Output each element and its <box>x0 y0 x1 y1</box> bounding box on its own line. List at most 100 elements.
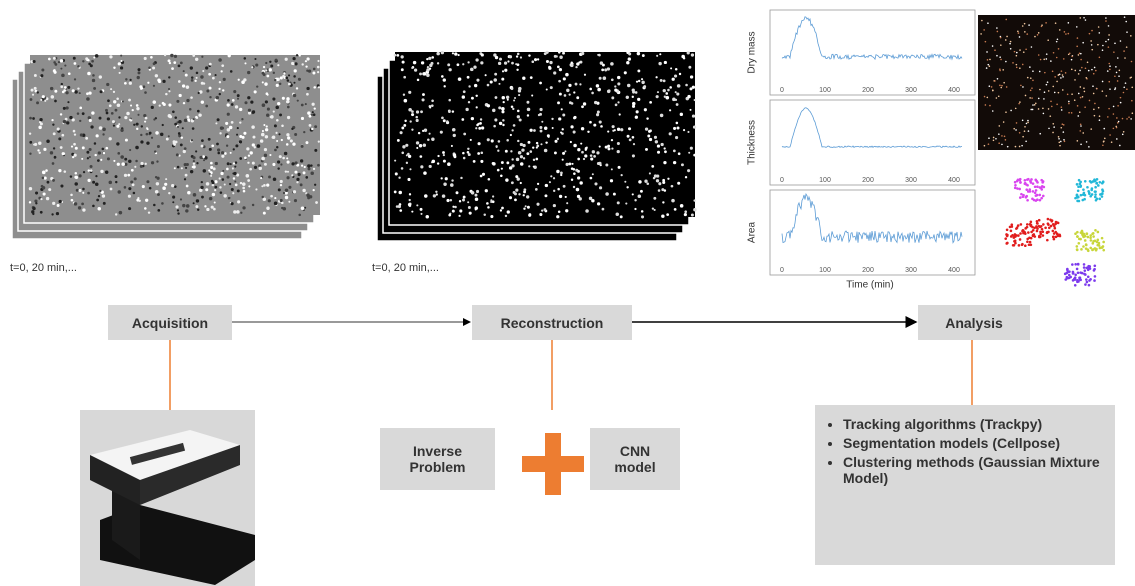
particle <box>986 59 989 61</box>
particle <box>148 66 151 69</box>
cluster-point <box>1022 193 1025 197</box>
x-tick-label: 400 <box>948 87 960 94</box>
x-tick-label: 300 <box>905 87 917 94</box>
particle <box>415 110 420 114</box>
particle <box>244 62 247 65</box>
particle <box>1025 140 1027 143</box>
particle <box>92 180 96 184</box>
particle <box>466 75 470 79</box>
particle <box>1082 41 1084 44</box>
particle <box>651 207 655 210</box>
cluster-point <box>1022 229 1025 232</box>
particle <box>457 53 460 57</box>
particle <box>144 120 147 123</box>
particle <box>447 109 451 113</box>
particle <box>105 108 108 112</box>
particle <box>998 142 1000 145</box>
particle <box>265 125 268 128</box>
particle <box>579 83 582 86</box>
particle <box>420 165 424 169</box>
cluster-point <box>1074 262 1077 266</box>
particle <box>152 62 156 66</box>
cluster-point <box>1031 190 1035 193</box>
particle <box>480 151 484 155</box>
particle <box>576 96 580 100</box>
particle <box>984 104 987 106</box>
particle <box>1124 82 1127 84</box>
particle <box>199 155 203 160</box>
cluster-point <box>1047 223 1050 226</box>
particle <box>1078 52 1081 55</box>
particle <box>132 191 136 195</box>
cluster-point <box>1028 188 1032 191</box>
particle <box>41 170 46 175</box>
particle <box>446 198 450 203</box>
particle <box>136 106 140 111</box>
particle <box>539 126 543 130</box>
particle <box>70 198 74 202</box>
particle <box>269 115 272 119</box>
particle <box>486 202 489 205</box>
particle <box>272 177 277 181</box>
particle <box>440 50 445 55</box>
particle <box>182 149 186 154</box>
particle <box>501 70 505 73</box>
particle <box>691 114 696 118</box>
particle <box>232 177 236 180</box>
particle <box>558 92 562 96</box>
particle <box>480 61 484 65</box>
particle <box>407 154 412 159</box>
particle <box>1062 76 1064 78</box>
particle <box>481 126 485 130</box>
particle <box>1045 58 1048 60</box>
particle <box>1090 44 1093 46</box>
particle <box>200 185 204 190</box>
particle <box>265 61 268 65</box>
cluster-point <box>1065 271 1069 275</box>
particle <box>663 161 667 165</box>
particle <box>523 188 527 192</box>
particle <box>89 64 93 68</box>
particle <box>985 67 988 69</box>
cluster-point <box>1091 232 1094 236</box>
particle <box>996 54 998 57</box>
particle <box>1052 85 1055 88</box>
particle <box>991 45 994 47</box>
particle <box>272 71 275 75</box>
particle <box>115 213 118 216</box>
particle <box>61 90 65 94</box>
particle <box>561 128 564 131</box>
particle <box>1079 96 1082 99</box>
particle <box>183 162 187 167</box>
particle <box>165 137 169 141</box>
particle <box>1115 125 1118 128</box>
particle <box>631 136 635 139</box>
cluster-point <box>1076 271 1080 275</box>
particle <box>192 202 195 205</box>
particle <box>1108 34 1110 36</box>
cluster-point <box>1051 229 1055 233</box>
particle <box>87 59 90 62</box>
particle <box>486 83 490 87</box>
particle <box>38 141 42 145</box>
particle <box>165 178 168 181</box>
particle <box>185 85 190 89</box>
particle <box>483 213 486 216</box>
particle <box>1013 127 1015 130</box>
particle <box>467 153 471 157</box>
particle <box>641 80 645 85</box>
particle <box>1114 87 1117 89</box>
particle <box>261 156 265 161</box>
particle <box>206 207 210 212</box>
particle <box>665 92 669 95</box>
particle <box>422 129 425 133</box>
particle <box>405 154 408 157</box>
particle <box>87 71 91 76</box>
particle <box>199 90 203 94</box>
plus-sign <box>522 433 584 495</box>
particle <box>150 55 153 59</box>
particle <box>153 118 156 121</box>
particle <box>1093 66 1096 69</box>
cluster-point <box>1019 232 1022 235</box>
particle <box>143 56 147 61</box>
